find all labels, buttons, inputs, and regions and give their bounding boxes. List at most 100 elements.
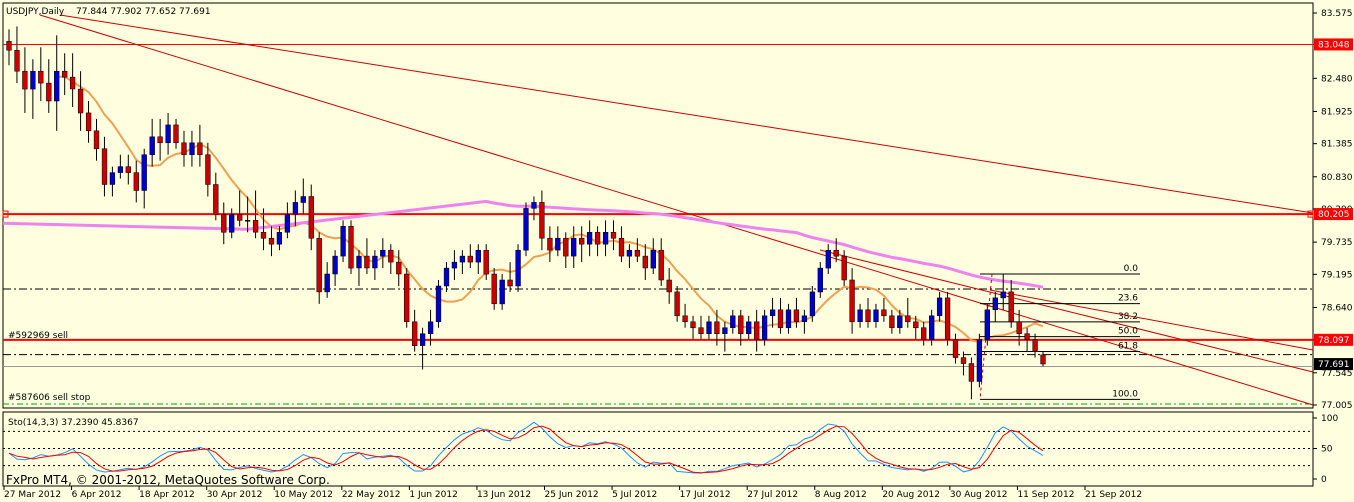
candle-bull [586, 232, 593, 245]
candle-bull [356, 255, 362, 269]
candle-bear [388, 249, 394, 263]
price-axis-label: 81.925 [1321, 107, 1353, 117]
time-axis-label: 18 Apr 2012 [139, 490, 195, 500]
candle-bear [1032, 339, 1038, 352]
trend-lines [39, 14, 1314, 406]
candle-bull [451, 261, 458, 269]
price-tags: 83.048 80.205 78.097 77.691 [1314, 38, 1353, 371]
time-axis-label: 30 Apr 2012 [207, 490, 263, 500]
candle-bear [22, 70, 28, 90]
candle-bear [1016, 321, 1022, 334]
candle-bear [666, 279, 672, 293]
candle-bull [54, 70, 60, 102]
time-axis-label: 27 Mar 2012 [4, 490, 61, 500]
candle-bull [276, 232, 283, 245]
trend-line [819, 249, 1314, 373]
price-tag-box [1314, 38, 1353, 51]
time-axis-label: 30 Aug 2012 [950, 490, 1008, 500]
candle-bull [443, 267, 450, 287]
price-axis-label: 77.545 [1321, 369, 1353, 379]
candle-bull [984, 309, 990, 340]
candle-bull [571, 237, 577, 257]
candle-bear [841, 255, 847, 281]
time-axis-label: 11 Sep 2012 [1017, 490, 1074, 500]
candle-bear [412, 321, 418, 346]
candle-bear [579, 237, 585, 245]
candle-bull [650, 249, 656, 269]
candle-bear [93, 130, 100, 149]
order-sell-stop-label: #587606 sell stop [8, 393, 91, 403]
price-tag-box [1314, 333, 1353, 346]
price-axis-label: 81.385 [1321, 140, 1353, 150]
time-axis-label: 13 Jun 2012 [477, 490, 531, 500]
candle-bull [340, 226, 346, 257]
candle-bear [77, 88, 84, 114]
candle-bear [658, 249, 664, 281]
candle-bull [761, 315, 768, 340]
trend-line [39, 14, 1314, 406]
candle-bear [547, 237, 553, 251]
candle-bear [682, 315, 688, 323]
candle-bull [292, 202, 299, 215]
candle-bull [459, 255, 466, 263]
candle-bear [539, 202, 545, 239]
candle-bear [952, 339, 959, 358]
chart-symbol: USDJPY,Daily [6, 7, 65, 17]
stoch-d-line [8, 425, 1044, 474]
price-axis-label: 77.005 [1321, 401, 1353, 411]
candle-bear [252, 220, 259, 233]
candle-bear [865, 309, 871, 322]
time-axis-label: 21 Sep 2012 [1085, 490, 1142, 500]
candle-bear [674, 291, 680, 317]
price-tag-label: 83.048 [1318, 40, 1350, 50]
candle-bear [618, 237, 625, 257]
candle-bull [746, 321, 752, 334]
candle-bear [594, 232, 601, 245]
candle-bull [149, 136, 155, 155]
candle-bull [324, 273, 330, 293]
candle-bear [563, 237, 569, 257]
time-axis-label: 25 Jun 2012 [545, 490, 599, 500]
candle-bear [960, 357, 967, 364]
candle-bear [268, 237, 275, 245]
candle-bull [801, 315, 808, 323]
candle-bear [181, 142, 187, 155]
candle-bear [6, 41, 12, 51]
candle-bear [714, 321, 720, 334]
main-pane-frame [2, 2, 1314, 409]
candle-bull [141, 154, 147, 191]
candle-bear [690, 321, 696, 329]
candle-bear [905, 315, 911, 323]
candle-bear [968, 363, 975, 382]
candle-bear [38, 70, 44, 84]
candle-bear [698, 327, 704, 334]
candle-bear [205, 154, 211, 185]
candle-bear [133, 172, 139, 191]
candle-bear [14, 50, 20, 72]
stoch-label: Sto(14,3,3) 37.2390 45.8367 [8, 418, 139, 428]
price-axis-label: 83.575 [1321, 9, 1353, 19]
candle-bull [929, 315, 935, 340]
candle-bear [634, 249, 641, 257]
time-axis-label: 8 Aug 2012 [815, 490, 867, 500]
candle-bull [300, 196, 306, 203]
candle-bear [348, 226, 354, 269]
candle-bear [85, 112, 92, 132]
candle-bull [976, 339, 983, 382]
time-axis-label: 1 Jun 2012 [409, 490, 457, 500]
candle-bear [913, 321, 919, 329]
candle-bear [69, 76, 76, 90]
trend-line [59, 14, 1314, 214]
candle-bull [229, 214, 235, 233]
time-axis-label: 6 Apr 2012 [72, 490, 122, 500]
candle-bear [642, 255, 648, 269]
candle-bear [173, 124, 179, 144]
time-axis-label: 10 May 2012 [274, 490, 333, 500]
candle-bear [921, 327, 927, 340]
candle-bull [785, 309, 792, 328]
candle-bull [602, 232, 609, 245]
candle-bull [730, 315, 736, 328]
candle-bull [284, 214, 291, 233]
